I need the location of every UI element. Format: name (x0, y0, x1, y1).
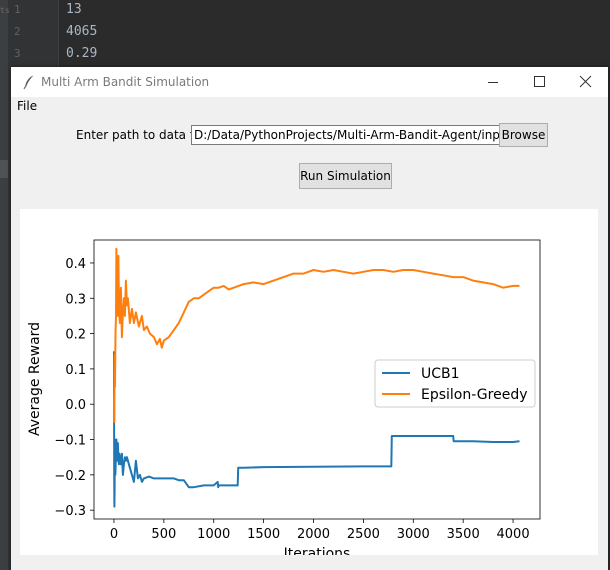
y-tick-label: 0.2 (65, 328, 86, 343)
close-button[interactable] (562, 67, 608, 97)
code-line[interactable]: 2 4065 (0, 22, 610, 44)
side-panel-label: ts (0, 6, 10, 15)
path-label: Enter path to data file (76, 128, 209, 142)
legend-label-ucb1: UCB1 (421, 366, 460, 382)
browse-button[interactable]: Browse (499, 123, 548, 147)
line-text: 4065 (66, 24, 98, 39)
code-line[interactable]: 3 0.29 (0, 44, 610, 66)
maximize-icon (534, 76, 545, 87)
maximize-button[interactable] (516, 67, 562, 97)
feather-icon (23, 75, 34, 90)
x-tick-label: 2500 (347, 527, 380, 542)
run-simulation-button[interactable]: Run Simulation (299, 163, 392, 189)
y-tick-label: 0.1 (65, 363, 86, 378)
x-tick-label: 500 (151, 527, 176, 542)
legend-box (374, 359, 536, 408)
axes-frame (93, 239, 541, 520)
y-tick-label: −0.1 (54, 434, 86, 449)
y-tick-label: −0.2 (54, 469, 86, 484)
path-input[interactable] (191, 125, 503, 145)
x-tick-label: 2000 (297, 527, 330, 542)
simulation-window: Multi Arm Bandit Simulation File Enter p… (11, 67, 608, 570)
x-tick-label: 4000 (497, 527, 530, 542)
legend: UCB1 Epsilon-Greedy (374, 359, 536, 408)
y-tick-label: −0.3 (54, 504, 86, 519)
line-number: 2 (14, 25, 21, 38)
minimize-button[interactable] (470, 67, 516, 97)
chart-svg: 0 500 1000 1500 2000 2500 3000 3500 4000 −0.3 −0.2… (27, 239, 541, 555)
close-icon (579, 75, 592, 88)
code-line[interactable]: 1 13 (0, 0, 610, 22)
x-axis-label: Iterations (284, 546, 351, 555)
y-axis-label: Average Reward (27, 322, 43, 436)
line-number: 3 (14, 47, 21, 60)
x-tick-label: 3500 (447, 527, 480, 542)
x-tick-label: 0 (110, 527, 118, 542)
x-tick-label: 1000 (197, 527, 230, 542)
x-tick-label: 1500 (247, 527, 280, 542)
side-panel-strip (0, 0, 8, 570)
line-text: 13 (66, 2, 82, 17)
legend-label-epsilon-greedy: Epsilon-Greedy (421, 387, 528, 403)
y-tick-label: 0.0 (65, 398, 86, 413)
plot-canvas: 0 500 1000 1500 2000 2500 3000 3500 4000 −0.3 −0.2… (20, 209, 598, 555)
series-line-ucb1 (113, 351, 520, 508)
window-title: Multi Arm Bandit Simulation (41, 75, 210, 89)
menu-bar: File (11, 97, 608, 117)
y-tick-label: 0.3 (65, 292, 86, 307)
minimize-icon (488, 82, 498, 83)
series-line-epsilon-greedy (113, 247, 520, 423)
side-panel-highlight (0, 160, 8, 178)
title-bar[interactable]: Multi Arm Bandit Simulation (11, 67, 608, 97)
line-text: 0.29 (66, 46, 98, 61)
menu-file[interactable]: File (17, 99, 38, 113)
line-number: 1 (14, 3, 21, 16)
y-tick-label: 0.4 (65, 257, 86, 272)
x-tick-label: 3000 (397, 527, 430, 542)
